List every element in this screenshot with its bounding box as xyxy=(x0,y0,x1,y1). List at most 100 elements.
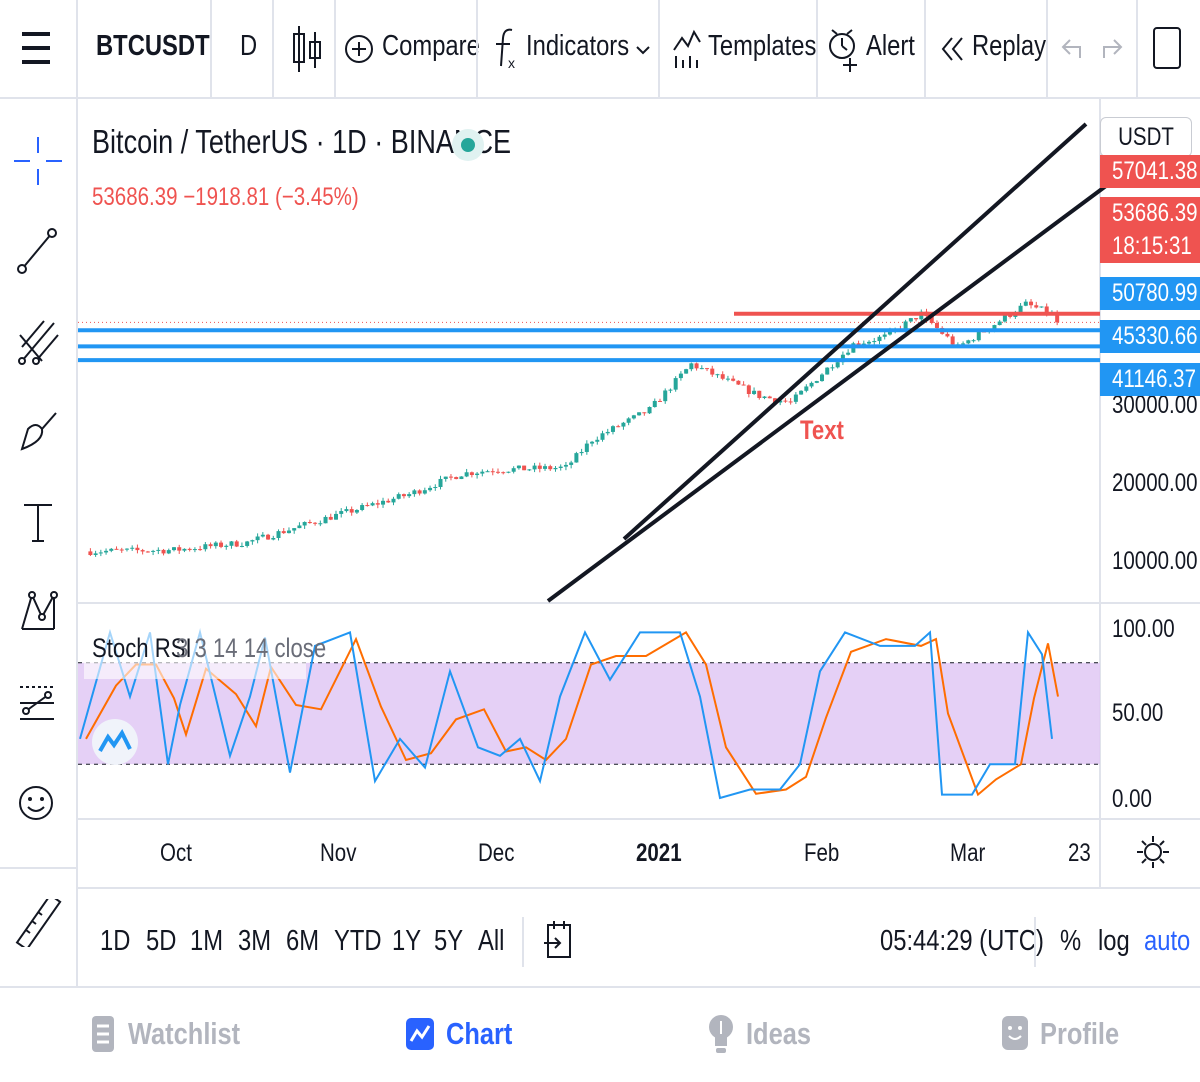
candle-body xyxy=(428,487,433,491)
currency-badge[interactable]: USDT xyxy=(1100,117,1192,157)
candle-body xyxy=(135,547,140,551)
candle-body xyxy=(673,378,678,390)
candle-body xyxy=(778,400,783,403)
menu-icon[interactable] xyxy=(22,28,52,68)
bar-countdown: 18:15:31 xyxy=(1100,230,1200,263)
range-1d[interactable]: 1D xyxy=(100,925,131,957)
percent-scale-toggle[interactable]: % xyxy=(1060,925,1082,957)
candle-body xyxy=(480,471,485,474)
candle-body xyxy=(266,534,271,540)
templates-button[interactable]: Templates xyxy=(708,30,817,62)
emoji-icon[interactable] xyxy=(14,779,62,827)
ideas-bulb-icon[interactable] xyxy=(708,1012,736,1056)
candle-body xyxy=(344,509,349,512)
watchlist-icon[interactable] xyxy=(92,1014,116,1054)
candle-body xyxy=(563,464,568,467)
redo-icon[interactable] xyxy=(1098,36,1124,60)
candle-body xyxy=(605,431,610,434)
legend-values: 53686.39 −1918.81 (−3.45%) xyxy=(92,183,359,211)
chart-nav-icon[interactable] xyxy=(406,1014,436,1054)
candle-body xyxy=(464,472,469,477)
utc-clock[interactable]: 05:44:29 (UTC) xyxy=(880,925,1044,957)
candles-icon[interactable] xyxy=(290,24,324,74)
undo-icon[interactable] xyxy=(1060,36,1086,60)
rewind-icon[interactable] xyxy=(940,36,966,62)
candle-body xyxy=(124,548,129,550)
candle-body xyxy=(166,550,171,554)
candle-body xyxy=(647,407,652,414)
goto-date-icon[interactable] xyxy=(544,919,574,961)
indicators-button[interactable]: Indicators xyxy=(526,30,630,62)
ruler-icon[interactable] xyxy=(14,893,62,951)
range-6m[interactable]: 6M xyxy=(286,925,320,957)
candle-body xyxy=(658,400,662,402)
nav-ideas[interactable]: Ideas xyxy=(746,1016,812,1051)
candle-body xyxy=(501,472,506,474)
range-ytd[interactable]: YTD xyxy=(334,925,382,957)
alarm-clock-icon[interactable] xyxy=(828,26,860,74)
profile-icon[interactable] xyxy=(1002,1012,1030,1056)
auto-scale-toggle[interactable]: auto xyxy=(1144,925,1191,957)
top-toolbar: BTCUSDT D Compare x Indicators Templates… xyxy=(0,0,1200,99)
range-5y[interactable]: 5Y xyxy=(434,925,464,957)
candle-body xyxy=(621,422,626,427)
compare-button[interactable]: Compare xyxy=(382,30,480,62)
pitchfork-icon[interactable] xyxy=(14,317,62,365)
candle-body xyxy=(976,331,981,341)
candle-body xyxy=(825,367,830,375)
fullscreen-icon[interactable] xyxy=(1152,26,1182,70)
range-5d[interactable]: 5D xyxy=(146,925,177,957)
brush-icon[interactable] xyxy=(14,407,62,455)
text-tool-icon[interactable] xyxy=(14,497,62,545)
function-icon[interactable]: x xyxy=(494,26,522,72)
indicator-logo-icon[interactable] xyxy=(92,719,138,765)
annotation-text[interactable]: Text xyxy=(800,415,844,445)
candle-body xyxy=(846,352,851,355)
candle-body xyxy=(522,465,527,471)
range-3m[interactable]: 3M xyxy=(238,925,272,957)
compare-plus-icon[interactable] xyxy=(344,34,374,64)
candle-body xyxy=(527,469,532,471)
candle-body xyxy=(391,498,396,503)
candle-body xyxy=(443,476,448,479)
candle-body xyxy=(631,415,636,419)
candle-body xyxy=(548,466,553,470)
alert-button[interactable]: Alert xyxy=(866,30,915,62)
candle-body xyxy=(736,380,741,385)
range-1y[interactable]: 1Y xyxy=(392,925,422,957)
candle-body xyxy=(271,537,276,540)
candle-body xyxy=(950,336,955,345)
interval-button[interactable]: D xyxy=(240,30,258,62)
symbol-button[interactable]: BTCUSDT xyxy=(96,30,210,62)
rsi-tick: 50.00 xyxy=(1112,699,1164,727)
measure-projection-icon[interactable] xyxy=(14,677,62,725)
candle-body xyxy=(104,550,109,553)
x-tick: 2021 xyxy=(636,839,682,867)
range-1m[interactable]: 1M xyxy=(190,925,224,957)
candle-body xyxy=(407,494,412,497)
nav-chart[interactable]: Chart xyxy=(446,1016,513,1051)
indicator-legend[interactable] xyxy=(84,629,306,679)
candle-body xyxy=(720,374,725,379)
log-scale-toggle[interactable]: log xyxy=(1098,925,1130,957)
chevron-down-icon[interactable] xyxy=(636,42,650,55)
candle-body xyxy=(490,471,495,473)
price-chart-canvas[interactable] xyxy=(78,99,1200,887)
candle-body xyxy=(1002,315,1007,322)
trend-line-icon[interactable] xyxy=(14,227,62,275)
candle-body xyxy=(354,509,359,513)
range-all[interactable]: All xyxy=(478,925,505,957)
replay-button[interactable]: Replay xyxy=(972,30,1047,62)
candle-body xyxy=(485,471,490,473)
pattern-icon[interactable] xyxy=(14,587,62,635)
templates-icon[interactable] xyxy=(672,26,702,70)
nav-profile[interactable]: Profile xyxy=(1040,1016,1120,1051)
x-tick: Feb xyxy=(804,839,840,867)
chart-area[interactable]: Bitcoin / TetherUS · 1D · BINANCE 53686.… xyxy=(78,99,1200,887)
crosshair-icon[interactable] xyxy=(14,137,62,185)
candle-body xyxy=(401,494,406,497)
nav-watchlist[interactable]: Watchlist xyxy=(128,1016,241,1051)
settings-gear-icon[interactable] xyxy=(1136,835,1170,869)
candle-body xyxy=(114,548,119,550)
candle-body xyxy=(412,490,417,495)
